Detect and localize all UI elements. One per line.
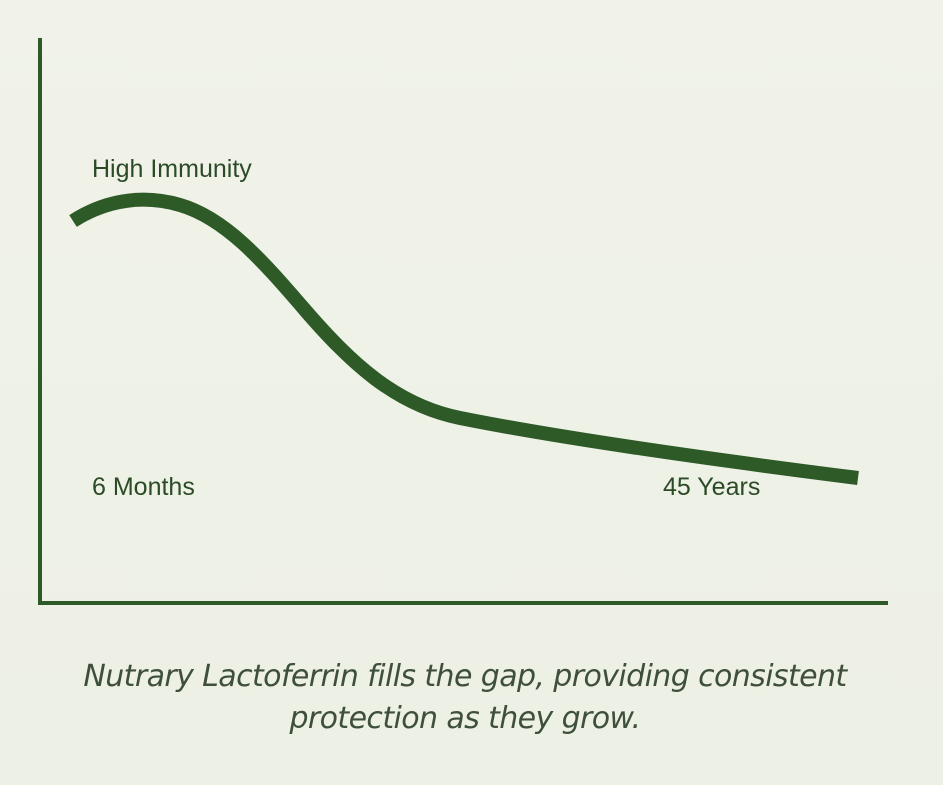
chart: High Immunity 6 Months 45 Years xyxy=(38,38,888,605)
caption-line-1: Nutrary Lactoferrin fills the gap, provi… xyxy=(83,659,847,694)
end-age-label: 45 Years xyxy=(663,473,761,501)
start-age-label: 6 Months xyxy=(92,473,195,501)
chart-svg xyxy=(38,38,888,605)
peak-label: High Immunity xyxy=(92,155,252,183)
caption-line-2: protection as they grow. xyxy=(289,701,641,736)
caption: Nutrary Lactoferrin fills the gap, provi… xyxy=(0,656,930,740)
immunity-curve xyxy=(69,192,859,485)
